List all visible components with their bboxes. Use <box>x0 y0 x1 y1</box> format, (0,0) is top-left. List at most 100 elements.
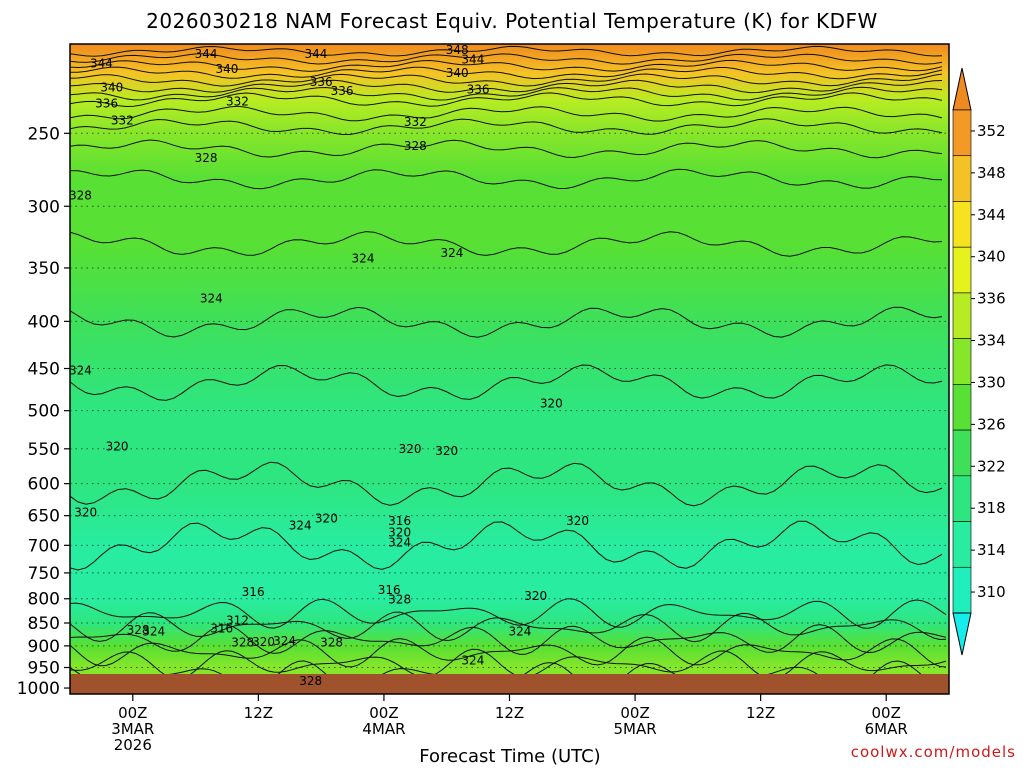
contour-label: 324 <box>142 624 165 638</box>
contour-label: 320 <box>540 396 563 410</box>
contour-line <box>70 461 943 507</box>
x-tick-label: 12Z <box>746 704 775 722</box>
y-tick-label: 350 <box>28 259 60 279</box>
y-tick-label: 900 <box>28 637 60 657</box>
contour-label: 344 <box>304 47 327 61</box>
contour-line <box>70 598 947 629</box>
contour-label: 320 <box>524 589 547 603</box>
colorbar-segment <box>952 246 972 294</box>
contour-line <box>70 92 943 108</box>
x-tick-label: 00Z <box>872 704 901 722</box>
contour-label: 328 <box>320 635 343 649</box>
contour-line <box>70 86 943 101</box>
contour-label: 324 <box>509 624 532 638</box>
credit-text: coolwx.com/models <box>851 743 1016 761</box>
contour-label: 320 <box>566 514 589 528</box>
y-tick-label: 300 <box>28 197 60 217</box>
contour-line <box>70 624 947 655</box>
contour-label: 320 <box>315 512 338 526</box>
colorbar-tick-label: 314 <box>977 541 1006 559</box>
x-tick-label: 6MAR <box>865 720 908 738</box>
colorbar-segment <box>952 566 972 614</box>
chart-title: 2026030218 NAM Forecast Equiv. Potential… <box>146 9 878 33</box>
colorbar-segment <box>952 521 972 568</box>
colorbar-tick-label: 352 <box>977 122 1006 140</box>
y-tick-label: 250 <box>28 124 60 144</box>
contour-label: 328 <box>231 635 254 649</box>
contour-line <box>70 73 943 87</box>
contour-label: 340 <box>100 81 123 95</box>
contour-label: 344 <box>461 53 484 67</box>
contour-line <box>70 306 943 338</box>
y-tick-label: 700 <box>28 536 60 556</box>
contour-label: 332 <box>404 115 427 129</box>
contour-label: 332 <box>111 113 134 127</box>
theta-e-field <box>70 44 949 694</box>
ground-layer <box>70 674 949 694</box>
x-tick-label: 4MAR <box>362 720 405 738</box>
y-tick-label: 450 <box>28 360 60 380</box>
contour-label: 324 <box>273 634 296 648</box>
contour-label: 328 <box>388 593 411 607</box>
x-tick-label: 00Z <box>369 704 398 722</box>
contour-label: 324 <box>461 654 484 668</box>
contour-label: 344 <box>195 47 218 61</box>
colorbar-segment <box>952 429 972 477</box>
contour-label: 324 <box>388 535 411 549</box>
contour-label: 332 <box>226 95 249 109</box>
contour-label: 336 <box>95 96 118 110</box>
contour-line <box>70 231 943 257</box>
colorbar-segment <box>952 109 972 157</box>
colorbar-tick-label: 330 <box>977 373 1006 391</box>
x-tick-label: 12Z <box>495 704 524 722</box>
contour-label: 324 <box>69 363 92 377</box>
contour-line <box>70 520 943 571</box>
contour-line <box>70 168 943 190</box>
colorbar-segment <box>952 155 972 202</box>
contour-label: 328 <box>195 151 218 165</box>
contour-line <box>70 648 947 680</box>
contour-label: 348 <box>446 43 469 57</box>
contour-label: 320 <box>399 442 422 456</box>
contour-line <box>70 105 943 122</box>
colorbar-tick-label: 340 <box>977 248 1006 266</box>
contour-label: 340 <box>216 62 239 76</box>
contour-label: 324 <box>200 292 223 306</box>
y-tick-label: 850 <box>28 614 60 634</box>
colorbar-segment <box>952 338 972 385</box>
contour-line <box>70 139 943 159</box>
contour-line <box>70 45 943 57</box>
contour-label: 320 <box>74 506 97 520</box>
contour-label: 324 <box>440 246 463 260</box>
contour-line <box>70 79 943 94</box>
colorbar-segment <box>952 292 972 339</box>
colorbar-tick-label: 318 <box>977 499 1006 517</box>
contour-label: 328 <box>69 188 92 202</box>
colorbar-tick-label: 348 <box>977 164 1006 182</box>
contour-label: 316 <box>378 583 401 597</box>
y-tick-label: 500 <box>28 402 60 422</box>
y-tick-label: 650 <box>28 507 60 527</box>
colorbar-tick-label: 326 <box>977 415 1006 433</box>
contour-label: 344 <box>90 57 113 71</box>
colorbar-bottom-arrow <box>952 612 972 656</box>
plot-area: 3443403363323283403443363323283243243203… <box>69 43 950 695</box>
colorbar-segment <box>952 201 972 248</box>
contour-label: 328 <box>299 674 322 688</box>
x-tick-label: 12Z <box>244 704 273 722</box>
contour-label: 320 <box>388 526 411 540</box>
y-tick-label: 550 <box>28 440 60 460</box>
colorbar-tick-label: 322 <box>977 457 1006 475</box>
contour-label: 324 <box>289 518 312 532</box>
contour-label: 336 <box>310 75 333 89</box>
colorbar-tick-label: 334 <box>977 332 1006 350</box>
contour-line <box>70 66 943 80</box>
y-tick-label: 950 <box>28 659 60 679</box>
contour-label: 320 <box>106 440 129 454</box>
contour-line <box>70 118 943 135</box>
colorbar: 310 314 318 322 326 330 334 336 340 344 348 352 <box>952 67 1006 656</box>
y-tick-label: 800 <box>28 590 60 610</box>
x-axis-label: Forecast Time (UTC) <box>419 746 600 767</box>
